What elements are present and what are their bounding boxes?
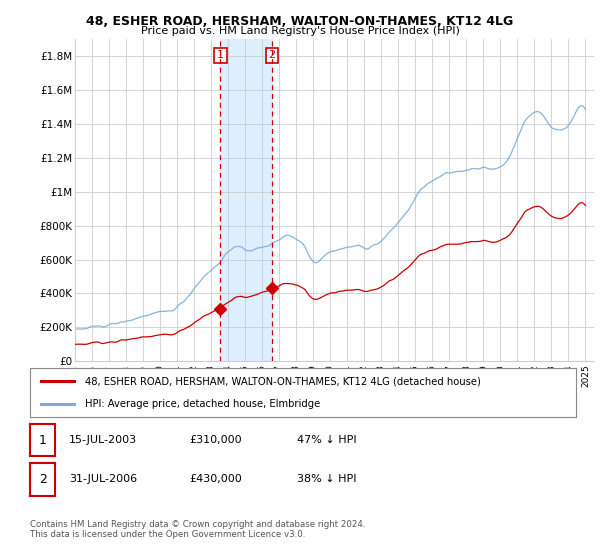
Text: £430,000: £430,000 — [189, 474, 242, 484]
Text: 31-JUL-2006: 31-JUL-2006 — [69, 474, 137, 484]
Text: 2: 2 — [268, 50, 275, 60]
Text: 38% ↓ HPI: 38% ↓ HPI — [297, 474, 356, 484]
Text: 47% ↓ HPI: 47% ↓ HPI — [297, 435, 356, 445]
Text: 15-JUL-2003: 15-JUL-2003 — [69, 435, 137, 445]
Text: 1: 1 — [38, 433, 47, 447]
Text: Contains HM Land Registry data © Crown copyright and database right 2024.
This d: Contains HM Land Registry data © Crown c… — [30, 520, 365, 539]
Text: 48, ESHER ROAD, HERSHAM, WALTON-ON-THAMES, KT12 4LG: 48, ESHER ROAD, HERSHAM, WALTON-ON-THAME… — [86, 15, 514, 28]
Text: 2: 2 — [38, 473, 47, 486]
Text: 1: 1 — [217, 50, 224, 60]
Text: HPI: Average price, detached house, Elmbridge: HPI: Average price, detached house, Elmb… — [85, 399, 320, 409]
Text: Price paid vs. HM Land Registry's House Price Index (HPI): Price paid vs. HM Land Registry's House … — [140, 26, 460, 36]
Bar — [220, 39, 272, 361]
Text: £310,000: £310,000 — [189, 435, 242, 445]
Text: 48, ESHER ROAD, HERSHAM, WALTON-ON-THAMES, KT12 4LG (detached house): 48, ESHER ROAD, HERSHAM, WALTON-ON-THAME… — [85, 376, 481, 386]
